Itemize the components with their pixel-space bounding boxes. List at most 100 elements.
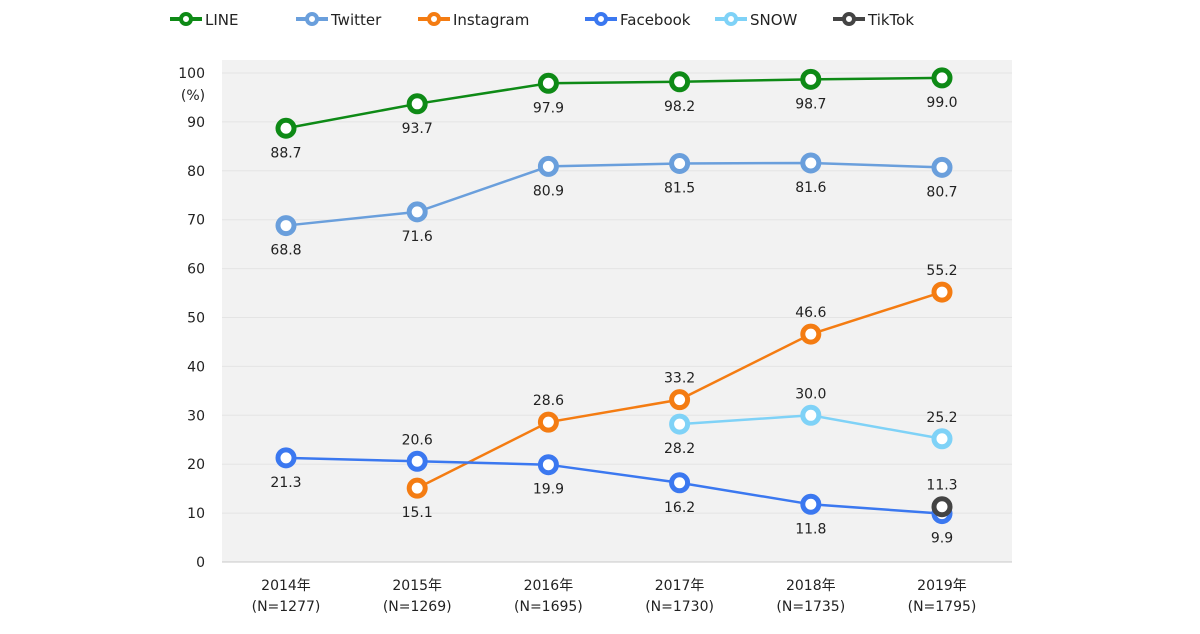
series-line bbox=[285, 456, 943, 515]
data-point bbox=[931, 67, 953, 89]
data-point bbox=[931, 156, 953, 178]
data-point bbox=[275, 117, 297, 139]
legend-point-marker bbox=[179, 12, 193, 26]
y-tick-label: 50 bbox=[187, 311, 205, 327]
data-label: 9.9 bbox=[931, 531, 953, 547]
legend-point-marker bbox=[427, 12, 441, 26]
legend-point-marker bbox=[594, 12, 608, 26]
data-label: 81.6 bbox=[795, 180, 826, 196]
data-point bbox=[406, 201, 428, 223]
data-label: 81.5 bbox=[664, 180, 695, 196]
y-tick-label: 0 bbox=[196, 555, 205, 571]
legend-label: LINE bbox=[205, 11, 238, 29]
series-twitter: 68.8 71.6 80.9 81.5 81.6 80.7 bbox=[270, 152, 958, 259]
data-label: 80.9 bbox=[533, 183, 564, 199]
data-point bbox=[800, 68, 822, 90]
x-tick-sample-size: (N=1695) bbox=[514, 599, 583, 615]
data-point bbox=[537, 72, 559, 94]
data-point bbox=[669, 71, 691, 93]
y-tick-label: 80 bbox=[187, 164, 205, 180]
data-point bbox=[800, 404, 822, 426]
x-axis: 2014年 (N=1277) 2015年 (N=1269) 2016年 (N=1695) 2… bbox=[252, 578, 977, 615]
data-label: 11.3 bbox=[926, 478, 957, 494]
data-label: 15.1 bbox=[402, 505, 433, 521]
y-tick-label: 30 bbox=[187, 408, 205, 424]
data-point bbox=[669, 413, 691, 435]
y-tick-label: 40 bbox=[187, 359, 205, 375]
x-tick-sample-size: (N=1269) bbox=[383, 599, 452, 615]
data-point bbox=[800, 152, 822, 174]
data-label: 28.6 bbox=[533, 393, 564, 409]
x-tick-label: 2018年 bbox=[786, 578, 836, 594]
data-point bbox=[931, 496, 953, 518]
data-point bbox=[275, 215, 297, 237]
data-point bbox=[931, 281, 953, 303]
series-snow: 28.2 30.0 25.2 bbox=[664, 386, 958, 457]
data-label: 80.7 bbox=[926, 184, 957, 200]
data-label: 93.7 bbox=[402, 121, 433, 137]
legend-point-marker bbox=[305, 12, 319, 26]
data-label: 71.6 bbox=[402, 229, 433, 245]
y-axis: (%) 0 10 20 30 40 50 60 70 80 90 100 bbox=[178, 66, 205, 571]
series-line bbox=[285, 76, 943, 130]
x-tick-sample-size: (N=1730) bbox=[645, 599, 714, 615]
data-label: 98.7 bbox=[795, 96, 826, 112]
data-point bbox=[669, 389, 691, 411]
y-axis-unit: (%) bbox=[181, 88, 205, 104]
x-tick-sample-size: (N=1735) bbox=[776, 599, 845, 615]
data-point bbox=[406, 450, 428, 472]
data-label: 19.9 bbox=[533, 482, 564, 498]
data-label: 88.7 bbox=[270, 145, 301, 161]
legend-label: Facebook bbox=[620, 11, 691, 29]
x-tick-label: 2015年 bbox=[392, 578, 442, 594]
data-label: 33.2 bbox=[664, 371, 695, 387]
x-tick-label: 2017年 bbox=[655, 578, 705, 594]
data-point bbox=[669, 472, 691, 494]
data-label: 55.2 bbox=[926, 263, 957, 279]
data-label: 20.6 bbox=[402, 432, 433, 448]
legend-point-marker bbox=[724, 12, 738, 26]
legend-label: Twitter bbox=[330, 11, 382, 29]
data-label: 97.9 bbox=[533, 100, 564, 116]
legend: LINE Twitter Instagram Facebook SNOW TikTok bbox=[170, 11, 914, 29]
data-point bbox=[537, 454, 559, 476]
legend-item-snow: SNOW bbox=[715, 11, 798, 29]
plot-area bbox=[222, 60, 1012, 562]
x-tick-label: 2019年 bbox=[917, 578, 967, 594]
data-label: 25.2 bbox=[926, 410, 957, 426]
series-instagram: 15.1 28.6 33.2 46.6 55.2 bbox=[402, 263, 958, 521]
y-tick-label: 20 bbox=[187, 457, 205, 473]
data-point bbox=[406, 477, 428, 499]
y-tick-label: 10 bbox=[187, 506, 205, 522]
x-tick-sample-size: (N=1277) bbox=[252, 599, 321, 615]
legend-item-facebook: Facebook bbox=[585, 11, 691, 29]
data-label: 21.3 bbox=[270, 475, 301, 491]
x-tick-sample-size: (N=1795) bbox=[908, 599, 977, 615]
series-line bbox=[285, 161, 943, 227]
x-tick-label: 2016年 bbox=[524, 578, 574, 594]
legend-label: SNOW bbox=[750, 11, 798, 29]
legend-item-twitter: Twitter bbox=[296, 11, 382, 29]
legend-item-instagram: Instagram bbox=[418, 11, 529, 29]
series-group: 88.7 93.7 97.9 98.2 98.7 99.0 68.8 71.6 80.9 81.5… bbox=[270, 67, 958, 547]
data-point bbox=[406, 93, 428, 115]
data-label: 30.0 bbox=[795, 386, 826, 402]
data-point bbox=[275, 447, 297, 469]
data-label: 46.6 bbox=[795, 305, 826, 321]
data-label: 99.0 bbox=[926, 95, 957, 111]
data-label: 28.2 bbox=[664, 441, 695, 457]
data-label: 11.8 bbox=[795, 521, 826, 537]
legend-item-line: LINE bbox=[170, 11, 238, 29]
legend-label: TikTok bbox=[867, 11, 914, 29]
data-point bbox=[537, 411, 559, 433]
data-label: 16.2 bbox=[664, 500, 695, 516]
y-tick-label: 90 bbox=[187, 115, 205, 131]
legend-label: Instagram bbox=[453, 11, 529, 29]
series-tiktok: 11.3 bbox=[926, 478, 958, 518]
legend-point-marker bbox=[842, 12, 856, 26]
series-line: 88.7 93.7 97.9 98.2 98.7 99.0 bbox=[270, 67, 958, 161]
y-tick-label: 70 bbox=[187, 213, 205, 229]
data-point bbox=[800, 493, 822, 515]
data-point bbox=[669, 152, 691, 174]
data-label: 68.8 bbox=[270, 243, 301, 259]
